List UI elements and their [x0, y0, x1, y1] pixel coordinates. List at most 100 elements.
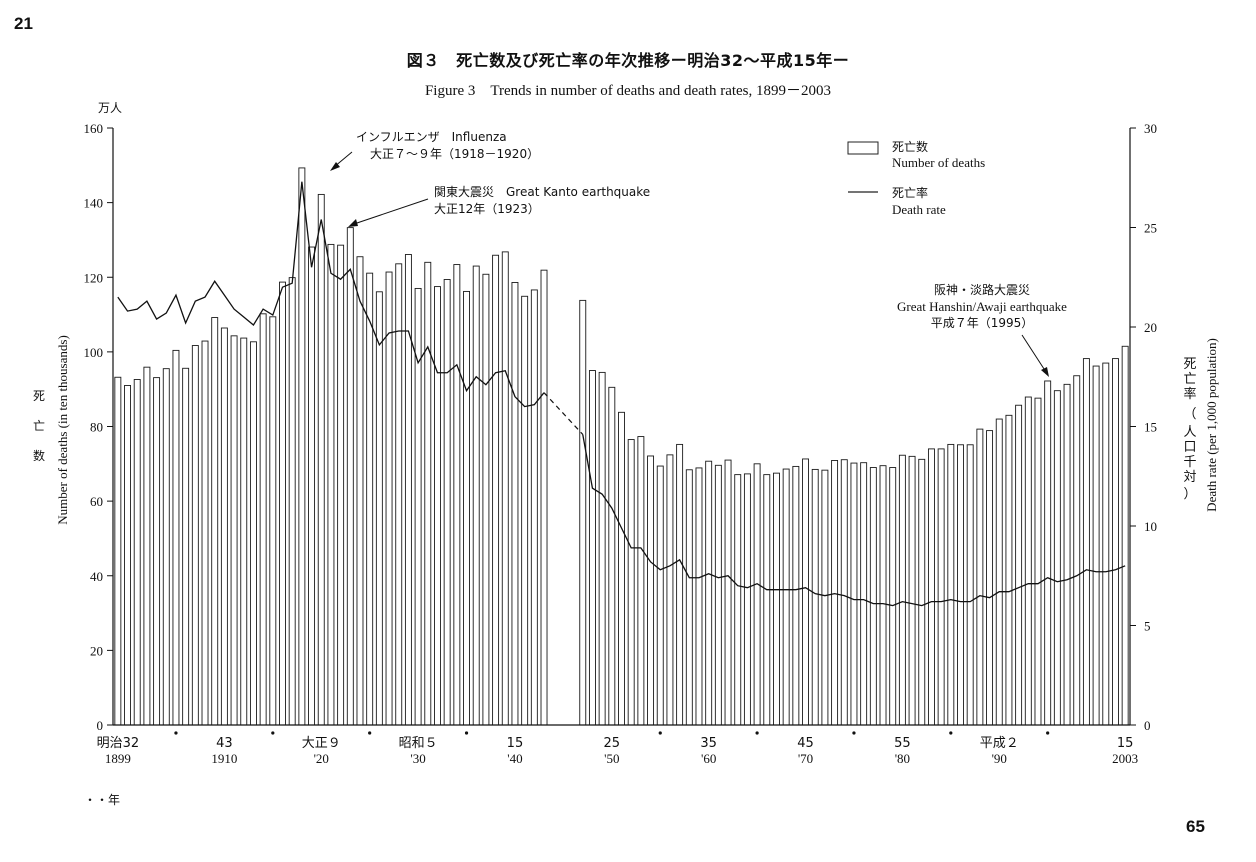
x-axis-era-label: 大正９ [302, 736, 341, 751]
annotation-kanto-arrowhead [348, 219, 358, 227]
bar [802, 458, 809, 726]
x-axis-year-label: '60 [701, 751, 716, 766]
bar [889, 467, 897, 726]
x-axis-dot-marker [368, 731, 372, 735]
bar [434, 286, 441, 726]
bar [443, 279, 451, 726]
bar [521, 295, 529, 726]
right-axis-label-ja-char: ） [1183, 486, 1196, 501]
x-axis-era-label: 昭和５ [399, 736, 438, 751]
bar [1053, 390, 1061, 726]
bar [1073, 375, 1081, 726]
bar [850, 462, 858, 726]
x-axis-year-label: '40 [507, 751, 522, 766]
bar [201, 340, 209, 726]
annotation-hanshin-arrowhead [1041, 367, 1049, 377]
annotation-hanshin-line1: 阪神・淡路大震災 [934, 282, 1030, 297]
x-axis-dot-marker [1046, 731, 1050, 735]
bar [579, 299, 587, 726]
bar [908, 455, 916, 726]
bar [666, 454, 674, 726]
bar [153, 377, 161, 726]
x-axis-dot-marker [949, 731, 953, 735]
bar [976, 428, 984, 726]
annotation-influenza-line1: インフルエンザ Influenza [356, 130, 507, 144]
x-axis-year-label: 1910 [211, 751, 237, 766]
bar [811, 468, 819, 726]
bar [114, 376, 122, 726]
bar [743, 473, 751, 726]
annotation-kanto-line1: 関東大震災 Great Kanto earthquake [434, 185, 650, 199]
x-axis-era-label: 明治32 [97, 736, 140, 751]
x-axis-era-label: 15 [1117, 736, 1134, 751]
x-axis-year-label: '30 [410, 751, 425, 766]
bar [327, 243, 335, 726]
bar [211, 317, 219, 726]
right-axis-tick-label: 30 [1144, 121, 1157, 136]
bar [395, 263, 403, 726]
legend-bars-en: Number of deaths [892, 155, 985, 170]
death-rate-line-gap [543, 392, 584, 435]
bar [705, 460, 713, 726]
bar [773, 472, 780, 726]
bar [259, 313, 267, 726]
annotation-influenza-line2: 大正７〜９年（1918－1920） [370, 147, 539, 161]
right-axis-label-ja-char: （ [1183, 406, 1196, 421]
bar [1015, 404, 1023, 726]
annotation-hanshin-line2: Great Hanshin/Awaji earthquake [897, 299, 1067, 314]
x-axis-year-label: '80 [895, 751, 910, 766]
bar [695, 467, 703, 726]
x-axis-year-label: 2003 [1112, 751, 1138, 766]
x-axis-era-label: 平成２ [980, 736, 1019, 751]
x-axis-dot-marker [852, 731, 856, 735]
legend-bars-ja: 死亡数 [892, 139, 928, 154]
bar [724, 459, 732, 726]
bar [143, 366, 151, 726]
legend-line-en: Death rate [892, 202, 946, 217]
left-axis-label-ja-char: 亡 [33, 419, 45, 433]
left-axis-tick-label: 160 [84, 121, 104, 136]
bar [220, 327, 228, 726]
bar [162, 368, 170, 726]
left-axis-tick-label: 0 [97, 718, 104, 733]
bar [869, 467, 877, 726]
bar [230, 335, 238, 726]
bar [957, 444, 964, 726]
page-number-top: 21 [14, 14, 33, 33]
bar [530, 289, 538, 726]
x-axis-year-label: '90 [992, 751, 1007, 766]
bar [540, 269, 548, 726]
bar [879, 465, 887, 726]
bar [927, 448, 935, 726]
bar [1034, 397, 1042, 726]
bar [1121, 345, 1129, 726]
bar [182, 367, 190, 726]
bar [937, 448, 945, 726]
bar [511, 282, 519, 726]
x-axis-era-label: 25 [604, 736, 621, 751]
bar [1005, 414, 1013, 726]
bar [346, 227, 354, 726]
right-axis-tick-label: 25 [1144, 221, 1157, 236]
bar [831, 460, 839, 726]
x-axis-year-label: '50 [604, 751, 619, 766]
x-axis-year-label: '70 [798, 751, 813, 766]
bar [898, 454, 906, 726]
bar [249, 341, 257, 726]
bar [279, 281, 286, 726]
bar [714, 464, 722, 726]
right-axis-tick-label: 0 [1144, 718, 1151, 733]
bar [172, 349, 180, 726]
left-axis-tick-label: 100 [84, 345, 104, 360]
right-axis-tick-label: 5 [1144, 619, 1151, 634]
right-axis-label-ja-char: 率 [1183, 386, 1196, 401]
bar [647, 455, 655, 726]
bar [1112, 358, 1119, 726]
bar [308, 246, 316, 726]
right-axis-tick-label: 10 [1144, 519, 1157, 534]
bar [501, 251, 509, 726]
annotation-influenza: インフルエンザ Influenza 大正７〜９年（1918－1920） [330, 130, 539, 171]
bar [298, 167, 306, 726]
